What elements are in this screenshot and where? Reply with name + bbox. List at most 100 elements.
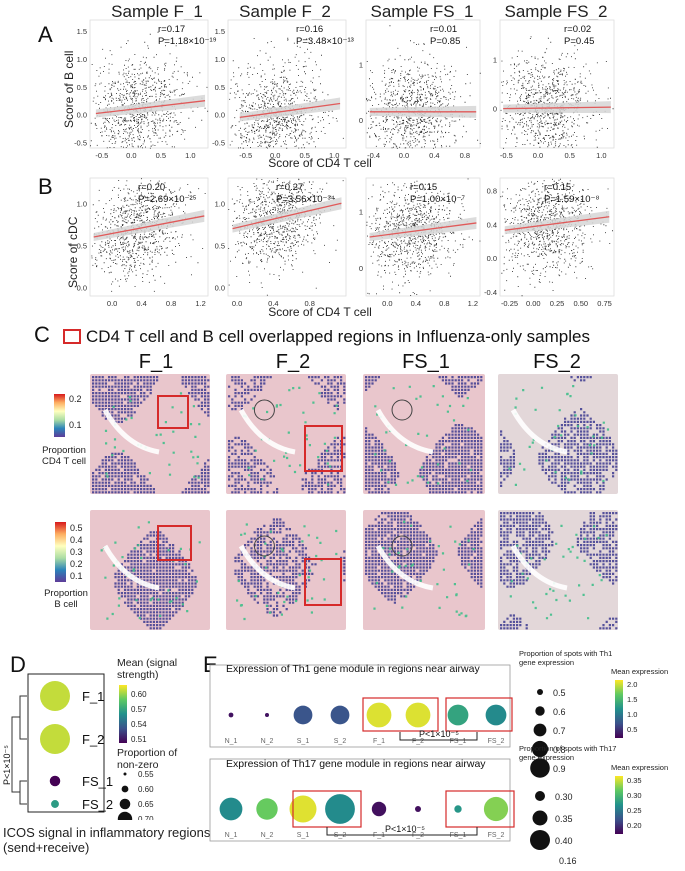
b-cbar-label: Proportion B cell — [44, 588, 88, 610]
y-tick-label: 0.5 — [77, 83, 87, 92]
regression-line — [95, 100, 206, 115]
e-x-label: N_2 — [261, 832, 274, 839]
tissue-map-5 — [226, 510, 346, 630]
cd4-colorbar — [54, 394, 65, 437]
panel-d-colorbar — [119, 685, 127, 743]
airway-circle — [253, 399, 275, 421]
e-x-label: S_1 — [297, 738, 310, 745]
stat-r: r=0.27 — [276, 182, 303, 193]
regression-line — [369, 222, 477, 238]
scatter-points — [90, 31, 209, 149]
panel-d-size-legend-label: 0.55 — [138, 770, 154, 779]
e-x-label: FS_2 — [488, 738, 505, 745]
e-dot-F_2 — [415, 806, 421, 812]
x-tick-label: 0.8 — [460, 151, 470, 160]
stat-p: P=1.18×10⁻¹⁹ — [158, 36, 217, 47]
y-tick-label: 1.0 — [77, 199, 87, 208]
hotspot-spots — [509, 524, 608, 620]
e-x-label: N_1 — [225, 832, 238, 839]
y-tick-label: 0.5 — [215, 241, 225, 250]
overlap-red-box — [304, 425, 343, 472]
e1-size-legend-label: 0.7 — [553, 726, 566, 736]
e-x-label: S_2 — [334, 738, 347, 745]
e2-cbar-tick: 0.20 — [627, 821, 642, 830]
b-cbar-tick-1: 0.4 — [70, 535, 83, 545]
panel-d-dot-0 — [40, 681, 70, 711]
airway-structure — [102, 408, 160, 455]
tissue-map-4 — [90, 510, 210, 630]
e-dot-N_1 — [219, 797, 243, 821]
panel-d-label-1: F_2 — [82, 732, 104, 747]
panel-d-pvalue: P<1×10⁻⁵ — [2, 745, 12, 785]
e2-size-legend-label: 0.30 — [555, 792, 573, 802]
panel-d-dendrogram — [11, 695, 27, 805]
panel-c-sample-f1: F_1 — [138, 351, 174, 373]
e-dot-S_2 — [330, 705, 350, 725]
cd4-cbar-label: Proportion CD4 T cell — [42, 445, 86, 467]
y-tick-label: 0 — [359, 264, 363, 273]
panel-c-title: CD4 T cell and B cell overlapped regions… — [86, 327, 590, 346]
stat-p: P=0.45 — [564, 36, 594, 47]
confidence-band — [369, 216, 477, 241]
e2-size-legend-label: 0.35 — [555, 814, 573, 824]
e2-pvalue: P<1×10⁻⁵ — [385, 824, 425, 834]
e1-size-legend-dot — [530, 758, 550, 778]
b-cbar-tick-4: 0.1 — [70, 571, 83, 581]
e1-size-legend-dot — [531, 740, 549, 758]
e-dot-F_2 — [405, 702, 431, 728]
y-tick-label: 1.0 — [77, 55, 87, 64]
stat-p: P=3.56×10⁻³⁴ — [276, 194, 335, 205]
regression-line — [232, 202, 342, 230]
e-dot-FS_1 — [454, 805, 462, 813]
e-dot-F_1 — [366, 702, 392, 728]
stat-r: r=0.16 — [296, 24, 323, 35]
stat-p: P=1.00×10⁻⁷ — [410, 194, 466, 205]
tissue-section — [90, 374, 210, 494]
cd4-cbar-tick-0: 0.2 — [69, 394, 82, 404]
scatter-subplot-3: -0.5 0.0 0.5 1.0 0 1 r=0.02P=0.45 — [493, 19, 615, 160]
airway-structure — [510, 408, 568, 455]
y-tick-label: 0 — [493, 105, 497, 114]
x-tick-label: 0.4 — [411, 299, 421, 308]
scatter-frame — [499, 19, 615, 149]
e-x-label: N_1 — [225, 738, 238, 745]
regression-line — [239, 102, 341, 119]
regression-line — [93, 215, 205, 238]
airway-circle — [391, 399, 413, 421]
panel-d-label-2: FS_1 — [82, 774, 113, 789]
e2-red-box-fs — [445, 790, 515, 828]
panel-label-b: B — [38, 174, 53, 199]
scatter-subplot-1: -0.5 0.0 0.5 1.0 -0.5 0.0 0.5 1.0 1.5 r=0.16P=3.4… — [212, 19, 354, 160]
panel-d-size-title: Proportion of non-zero — [117, 747, 178, 771]
panel-c-sample-fs1: FS_1 — [402, 351, 450, 373]
panel-d-size-legend-dot — [119, 798, 131, 810]
e2-cbar-tick: 0.30 — [627, 791, 642, 800]
y-tick-label: 0.5 — [215, 83, 225, 92]
panel-label-d: D — [10, 652, 26, 677]
e-x-label: FS_2 — [488, 832, 505, 839]
airway-structure — [375, 408, 434, 455]
e2-size-legend-label: 0.40 — [555, 836, 573, 846]
y-tick-label: -0.5 — [74, 138, 87, 147]
e1-cbar-tick: 0.5 — [627, 725, 637, 734]
e1-size-legend-label: 0.6 — [553, 707, 566, 717]
e-x-label: F_1 — [373, 738, 385, 745]
e2-size-legend-dot — [532, 810, 548, 826]
e1-size-legend-dot — [537, 689, 543, 695]
x-tick-label: -0.4 — [367, 151, 380, 160]
y-tick-label: 0.8 — [487, 187, 497, 196]
panel-e1-cbar-title: Mean expression — [611, 667, 669, 676]
overlap-red-box — [157, 525, 192, 561]
e1-red-box-f — [362, 697, 439, 732]
airway-structure — [238, 544, 296, 591]
panel-d-mean-title: Mean (signal strength) — [117, 657, 178, 681]
x-tick-label: -0.5 — [95, 151, 108, 160]
scatter-frame — [365, 19, 481, 149]
overlap-red-box — [304, 558, 342, 606]
y-tick-label: 1.0 — [215, 199, 225, 208]
tissue-map-1 — [226, 374, 346, 494]
spot-cluster — [500, 512, 618, 630]
panel-label-a: A — [38, 22, 53, 47]
e2-cbar-tick: 0.35 — [627, 776, 642, 785]
e-x-label: N_2 — [261, 738, 274, 745]
